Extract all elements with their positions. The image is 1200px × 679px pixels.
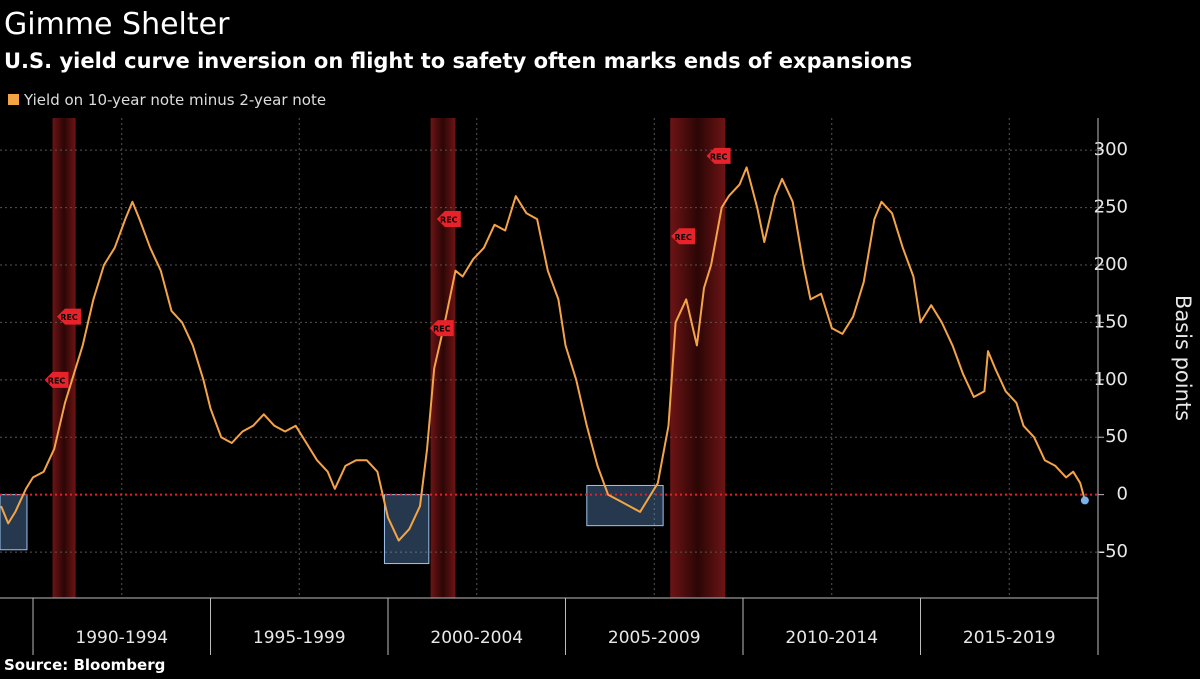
rec-marker: REC bbox=[436, 211, 461, 228]
rec-marker: REC bbox=[56, 308, 81, 325]
y-tick-label: 150 bbox=[1094, 311, 1128, 332]
rec-marker: REC bbox=[429, 320, 454, 337]
inversion-box bbox=[0, 494, 28, 551]
chart-title: Gimme Shelter bbox=[4, 7, 230, 42]
rec-flag bbox=[44, 371, 69, 388]
x-tick-label: 2005-2009 bbox=[608, 628, 701, 648]
y-tick-label: 250 bbox=[1094, 197, 1128, 218]
rec-marker: REC bbox=[44, 371, 69, 388]
rec-label: REC bbox=[48, 376, 66, 385]
x-tick-label: 2010-2014 bbox=[785, 628, 878, 648]
series-line bbox=[0, 166, 1086, 542]
rec-marker: REC bbox=[706, 147, 731, 164]
inversion-box bbox=[383, 494, 430, 565]
y-tick-label: 300 bbox=[1094, 139, 1128, 160]
recession-band bbox=[430, 118, 456, 598]
rec-marker: REC bbox=[671, 228, 696, 245]
rec-flag bbox=[436, 211, 461, 228]
x-tick-label: 2015-2019 bbox=[963, 628, 1056, 648]
recession-band bbox=[52, 118, 76, 598]
inversion-box bbox=[586, 484, 664, 527]
legend-swatch bbox=[8, 94, 19, 105]
end-point bbox=[1080, 496, 1089, 505]
rec-label: REC bbox=[674, 233, 692, 242]
rec-flag bbox=[671, 228, 696, 245]
x-tick-label: 2000-2004 bbox=[430, 628, 523, 648]
y-tick-label: 50 bbox=[1105, 426, 1128, 447]
rec-flag bbox=[56, 308, 81, 325]
y-tick-label: -50 bbox=[1099, 541, 1128, 562]
y-tick-label: 100 bbox=[1094, 369, 1128, 390]
x-tick-label: 1990-1994 bbox=[75, 628, 168, 648]
x-tick-label: 1995-1999 bbox=[253, 628, 346, 648]
rec-label: REC bbox=[60, 313, 78, 322]
rec-flag bbox=[429, 320, 454, 337]
rec-label: REC bbox=[433, 325, 451, 334]
chart-subtitle: U.S. yield curve inversion on flight to … bbox=[4, 49, 912, 73]
y-tick-label: 0 bbox=[1117, 484, 1128, 505]
rec-label: REC bbox=[440, 216, 458, 225]
legend-label: Yield on 10-year note minus 2-year note bbox=[23, 91, 326, 109]
rec-label: REC bbox=[710, 152, 728, 161]
y-axis-label: Basis points bbox=[1171, 295, 1195, 421]
y-tick-label: 200 bbox=[1094, 254, 1128, 275]
rec-flag bbox=[706, 147, 731, 164]
source: Source: Bloomberg bbox=[4, 656, 165, 674]
recession-band bbox=[670, 118, 726, 598]
